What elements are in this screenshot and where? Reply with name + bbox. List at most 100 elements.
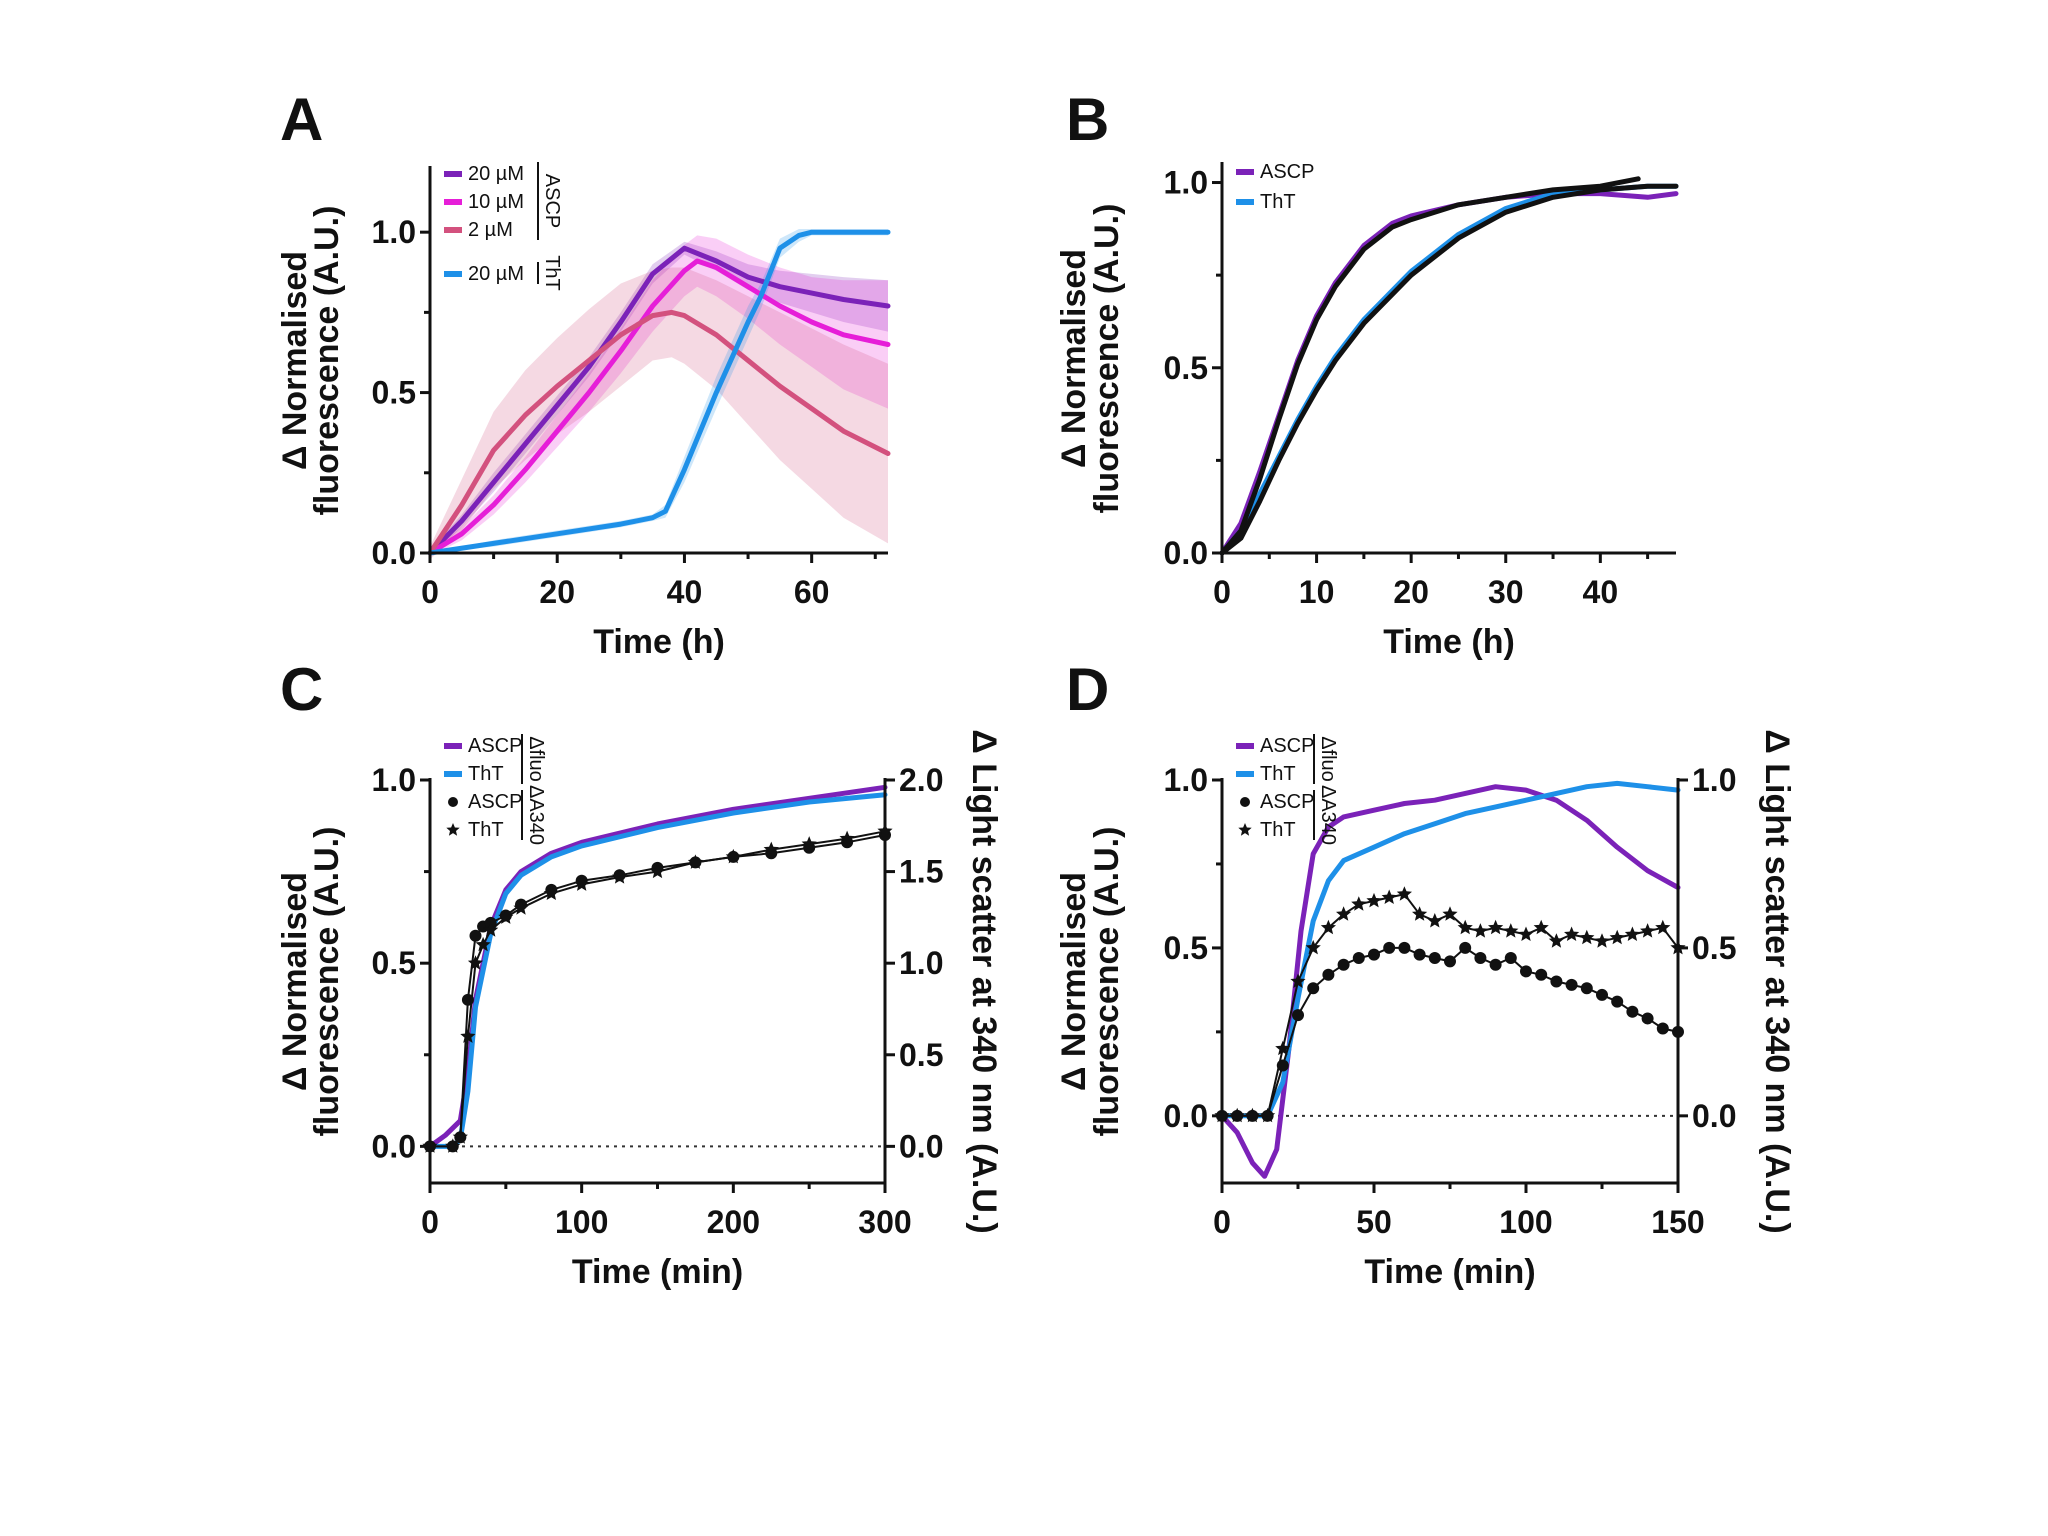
legend-group-label: ΔA340 xyxy=(1317,785,1339,845)
x-tick-label: 40 xyxy=(1583,574,1619,610)
data-point-star xyxy=(1564,926,1580,941)
data-point-star xyxy=(1518,926,1534,941)
legend-group-label: Δfluo xyxy=(525,736,547,782)
data-point-star xyxy=(1336,906,1352,921)
data-point-circle xyxy=(1596,988,1608,1001)
data-point-circle xyxy=(1504,951,1517,964)
panel-d: D 0 50 100 150 0.0 0.5 1.0 0.0 0.5 1.0 Time (min) Δ … xyxy=(1055,656,1796,1291)
data-point-star xyxy=(612,869,628,884)
series-line-1 xyxy=(1219,183,1679,556)
legend-swatch xyxy=(1238,823,1252,836)
data-point-star xyxy=(543,885,559,900)
legend-group-label: ΔA340 xyxy=(525,785,547,845)
legend-label: ThT xyxy=(1260,763,1296,785)
data-point-star xyxy=(1640,923,1656,938)
data-point-circle xyxy=(1292,1009,1304,1022)
y2-axis-title: Δ Light scatter at 340 nm (A.U.) xyxy=(965,729,1003,1233)
data-point-star xyxy=(1594,933,1610,948)
data-point-star xyxy=(1275,1040,1291,1056)
panel-letter: C xyxy=(280,656,323,723)
y-axis-title-line-2: fluorescence (A.U.) xyxy=(1088,827,1126,1137)
data-point-star xyxy=(1229,1107,1245,1123)
x-tick-label: 30 xyxy=(1488,574,1524,610)
data-point-star xyxy=(1427,913,1443,928)
y-axis-title-line-2: fluorescence (A.U.) xyxy=(308,206,346,516)
x-tick-label: 10 xyxy=(1299,574,1335,610)
data-point-circle xyxy=(1580,982,1593,995)
data-point-star xyxy=(574,876,590,891)
legend-label: ASCP xyxy=(1260,791,1314,813)
data-point-star xyxy=(1290,973,1306,988)
y-tick-label: 1.0 xyxy=(372,214,416,250)
series-line-3 xyxy=(1221,893,1679,1117)
y2-axis-title: Δ Light scatter at 340 nm (A.U.) xyxy=(1758,729,1796,1233)
data-point-circle xyxy=(1307,982,1320,995)
x-tick-label: 0 xyxy=(1213,1204,1231,1240)
y-tick-label: 0.5 xyxy=(372,945,416,981)
panel-letter: A xyxy=(280,86,323,153)
series-line-1 xyxy=(1219,780,1681,1119)
data-point-star xyxy=(801,836,817,851)
x-tick-label: 100 xyxy=(555,1204,608,1240)
y-tick-label: 0.5 xyxy=(1164,930,1208,966)
data-point-star xyxy=(1609,929,1625,945)
y-axis-title-line-1: Δ Normalised xyxy=(1055,249,1093,468)
error-band-2 xyxy=(430,267,888,560)
legend: 20 µM 10 µM 2 µM 20 µM ASCP ThT xyxy=(444,162,563,291)
data-point-circle xyxy=(1565,978,1578,991)
legend-label: ThT xyxy=(468,763,504,785)
data-point-star xyxy=(1305,939,1321,955)
data-point-star xyxy=(1548,933,1564,948)
data-point-circle xyxy=(1337,958,1350,971)
x-tick-label: 200 xyxy=(707,1204,760,1240)
y2-tick-label: 0.0 xyxy=(899,1128,943,1164)
y-tick-label: 0.0 xyxy=(372,1128,416,1164)
data-point-star xyxy=(1260,1107,1276,1123)
series-line-1 xyxy=(427,258,891,556)
data-point-star xyxy=(1579,929,1595,945)
legend-swatch xyxy=(1240,797,1250,807)
data-point-circle xyxy=(1474,951,1487,964)
panel-a: A 0 20 40 60 0.0 0.5 1.0 Time (h) Δ Normalisedflu… xyxy=(276,86,891,661)
y2-tick-label: 2.0 xyxy=(899,762,943,798)
x-axis-title: Time (min) xyxy=(1364,1253,1535,1291)
legend-label: ThT xyxy=(1260,191,1296,213)
data-point-star xyxy=(1488,919,1504,935)
x-tick-label: 0 xyxy=(1213,574,1231,610)
data-point-star xyxy=(1366,892,1382,908)
legend-label: ThT xyxy=(1260,819,1296,841)
y-axis-title-line-2: fluorescence (A.U.) xyxy=(308,827,346,1137)
x-tick-label: 20 xyxy=(539,574,575,610)
data-point-circle xyxy=(1520,965,1532,978)
panel-b: B 0 10 20 30 40 0.0 0.5 1.0 Time (h) Δ Normalisedf… xyxy=(1055,86,1679,661)
legend: ASCP ThT ASCP ThT Δfluo ΔA340 xyxy=(1236,734,1339,845)
legend-group-label: Δfluo xyxy=(1317,736,1339,782)
data-point-star xyxy=(467,955,484,970)
y-axis-title-line-1: Δ Normalised xyxy=(276,251,314,470)
legend: ASCP ThT ASCP ThT Δfluo ΔA340 xyxy=(444,734,547,845)
legend-label: ThT xyxy=(468,819,504,841)
y-tick-label: 0.5 xyxy=(372,375,416,411)
data-point-circle xyxy=(1656,1022,1669,1035)
y-tick-label: 1.0 xyxy=(1164,762,1208,798)
series-line-2 xyxy=(1219,176,1641,556)
legend-group-label: ThT xyxy=(541,255,563,291)
data-point-star xyxy=(1655,919,1671,935)
data-point-circle xyxy=(1626,1005,1639,1018)
legend-label: ASCP xyxy=(1260,735,1314,757)
x-tick-label: 0 xyxy=(421,574,439,610)
data-point-star xyxy=(460,1028,476,1043)
x-tick-label: 300 xyxy=(858,1204,911,1240)
y2-tick-label: 0.0 xyxy=(1692,1098,1736,1134)
x-tick-label: 150 xyxy=(1651,1204,1704,1240)
y2-tick-label: 0.5 xyxy=(1692,930,1736,966)
data-point-circle xyxy=(1444,955,1456,968)
data-point-circle xyxy=(1383,941,1396,954)
x-axis-title: Time (h) xyxy=(593,623,725,661)
data-point-circle xyxy=(1428,951,1441,964)
data-point-star xyxy=(687,854,703,869)
data-point-star xyxy=(839,830,855,846)
panel-letter: D xyxy=(1066,656,1109,723)
data-point-star xyxy=(1457,919,1473,935)
